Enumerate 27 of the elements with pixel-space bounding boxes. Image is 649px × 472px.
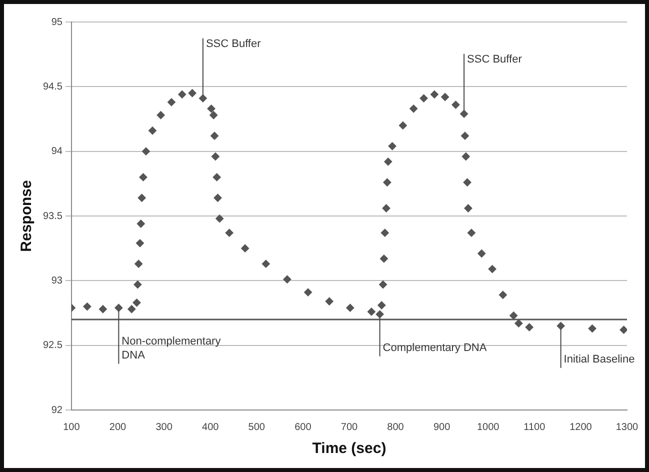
annotation: Complementary DNA	[382, 342, 488, 354]
x-tick-label: 100	[63, 422, 80, 433]
annotation: SSC Buffer	[467, 53, 522, 66]
y-tick-label: 92.5	[42, 340, 63, 352]
annotation: Non-complementary DNA	[122, 335, 222, 362]
y-tick-label: 93.5	[42, 210, 63, 222]
x-tick-label: 200	[109, 422, 127, 433]
x-axis-title: Time (sec)	[312, 440, 386, 458]
x-tick-label: 500	[248, 422, 266, 433]
x-tick-label: 800	[387, 422, 404, 433]
annotation: Initial Baseline	[564, 353, 635, 366]
x-tick-label: 400	[202, 422, 220, 433]
x-tick-label: 700	[340, 422, 358, 433]
y-axis-title: Response	[18, 180, 36, 252]
x-tick-label: 300	[156, 422, 173, 433]
x-tick-label: 900	[433, 422, 451, 433]
x-tick-label: 1000	[476, 422, 500, 433]
y-tick-label: 93	[51, 275, 63, 286]
x-tick-label: 600	[294, 422, 312, 433]
x-tick-label: 1200	[570, 422, 592, 433]
y-tick-label: 95	[51, 16, 63, 28]
y-tick-label: 94	[51, 146, 63, 158]
annotation: SSC Buffer	[206, 38, 262, 50]
y-tick-label: 94.5	[42, 81, 63, 92]
x-tick-label: 1100	[524, 422, 546, 433]
y-tick-label: 92	[51, 404, 63, 416]
x-tick-label: 1300	[616, 422, 639, 433]
